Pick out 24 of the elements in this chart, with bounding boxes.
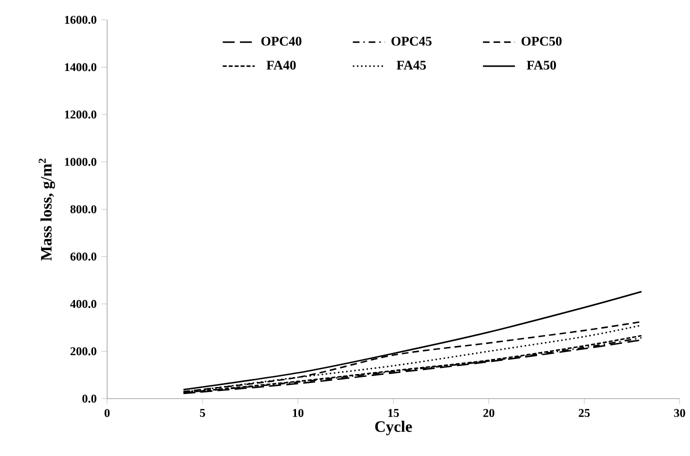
legend-label: OPC40 [261,36,302,46]
legend-label: FA50 [526,60,556,70]
y-tick-label: 1400.0 [65,63,96,72]
y-tick-label: 400.0 [70,300,96,308]
x-tick-label: 0 [104,408,110,417]
y-tick-label: 800.0 [70,205,96,214]
x-tick-label: 25 [578,408,590,417]
x-tick-label: 5 [200,408,206,417]
x-tick-label: 10 [292,408,304,417]
legend-label: FA40 [266,60,296,70]
y-tick-label: 1600.0 [65,16,96,24]
y-tick-label: 1200.0 [65,110,96,118]
x-tick-label: 30 [674,408,686,417]
legend-label: OPC45 [391,36,432,46]
x-tick-label: 15 [388,408,399,417]
y-tick-label: 0.0 [82,394,96,403]
x-tick-label: 20 [483,408,494,417]
y-tick-label: 600.0 [70,252,96,261]
legend-label: OPC50 [522,36,562,46]
y-tick-label: 200.0 [70,347,96,356]
x-axis-title: Cycle [375,420,412,436]
y-tick-label: 1000.0 [65,158,96,166]
y-axis-title: Mass loss, g/m$^{2}$ [38,158,55,261]
legend-label: FA45 [396,60,426,70]
